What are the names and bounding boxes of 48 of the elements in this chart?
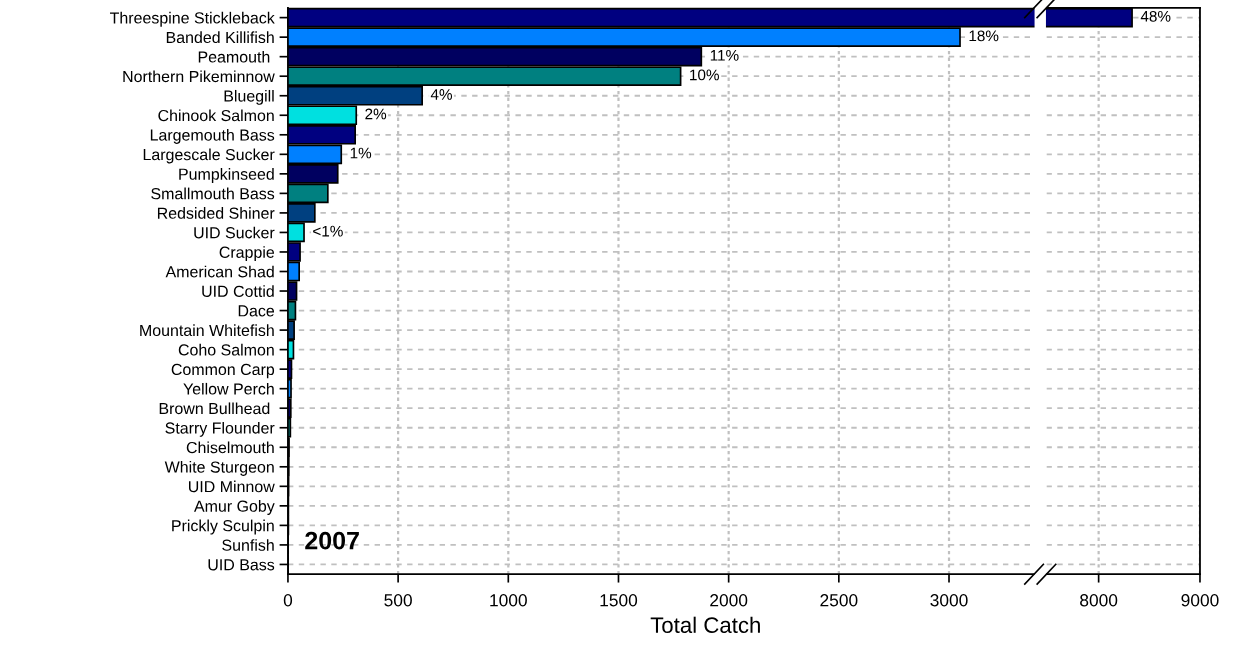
- y-tick-label: Amur Goby: [194, 500, 275, 515]
- x-tick-label: 2000: [710, 594, 748, 607]
- y-tick-label: Dace: [238, 305, 275, 317]
- x-tick-label: 0: [283, 594, 293, 607]
- annotation: 48%: [1140, 10, 1171, 22]
- y-tick-label: White Sturgeon: [164, 461, 274, 476]
- y-tick-label: Threespine Stickleback: [109, 11, 275, 27]
- x-tick-label: 8000: [1080, 594, 1118, 607]
- y-tick-label: Sunfish: [222, 539, 274, 551]
- y-tick-label: Common Carp: [171, 363, 275, 379]
- annotation: 2%: [365, 108, 387, 120]
- y-tick-label: UID Cottid: [202, 285, 274, 297]
- y-tick-label: Prickly Sculpin: [172, 519, 274, 535]
- x-tick-label: 2500: [820, 594, 858, 607]
- y-tick-label: Redsided Shiner: [157, 207, 275, 219]
- annotation: 1%: [350, 147, 372, 159]
- x-tick-label: 3000: [930, 594, 968, 607]
- y-tick-label: Pumpkinseed: [179, 168, 274, 183]
- y-tick-label: Bluegill: [224, 89, 274, 105]
- y-tick-label: Crappie: [219, 246, 275, 262]
- x-tick-label: 1500: [600, 594, 638, 607]
- y-tick-label: Largemouth Bass: [150, 129, 275, 144]
- y-tick-label: Yellow Perch: [183, 382, 274, 395]
- y-tick-label: UID Bass: [208, 559, 275, 571]
- y-tick-label: UID Sucker: [194, 226, 275, 239]
- y-tick-label: Smallmouth Bass: [151, 187, 275, 200]
- annotation: 18%: [969, 30, 999, 42]
- y-tick-label: UID Minnow: [189, 480, 275, 493]
- y-tick-label: Largescale Sucker: [143, 148, 275, 164]
- y-tick-label: Chiselmouth: [186, 441, 274, 454]
- y-tick-label: Coho Salmon: [178, 343, 274, 356]
- y-tick-label: Banded Killifish: [166, 31, 274, 44]
- y-tick-label: Northern Pikeminnow: [123, 70, 275, 83]
- y-tick-label: Chinook Salmon: [158, 109, 274, 122]
- annotation: 2007: [305, 531, 359, 550]
- annotation: 4%: [430, 89, 453, 100]
- y-tick-label: Brown Bullhead: [159, 402, 270, 415]
- y-tick-label: Starry Flounder: [165, 421, 275, 437]
- annotation: 10%: [690, 69, 719, 81]
- x-axis-title: Total Catch: [650, 616, 760, 634]
- x-tick-label: 9000: [1181, 594, 1219, 607]
- y-tick-label: Peamouth: [198, 50, 270, 63]
- x-tick-label: 500: [384, 594, 412, 607]
- y-tick-label: American Shad: [165, 265, 274, 278]
- y-tick-label: Mountain Whitefish: [140, 324, 274, 337]
- annotation: <1%: [313, 225, 343, 237]
- x-tick-label: 1000: [490, 594, 527, 607]
- annotation: 11%: [710, 50, 739, 61]
